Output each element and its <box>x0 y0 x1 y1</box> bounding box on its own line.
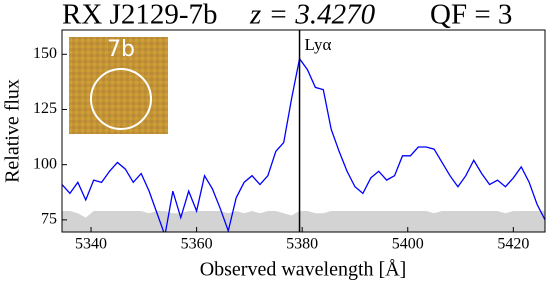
aperture-circle <box>90 68 152 130</box>
inset-label: 7b <box>107 37 135 62</box>
x-tick-label: 5380 <box>286 236 318 253</box>
chart-subtitle: z = 3.4270 <box>249 0 376 31</box>
x-axis-label: Observed wavelength [Å] <box>200 259 407 281</box>
axes-frame <box>61 29 546 233</box>
y-axis-label: Relative flux <box>2 79 24 183</box>
x-tick-label: 5420 <box>497 236 529 253</box>
x-tick-label: 5360 <box>181 236 213 253</box>
x-tick-label: 5340 <box>75 236 107 253</box>
y-tick-label: 100 <box>33 155 57 172</box>
inset-photo <box>69 37 168 134</box>
y-tick-label: 150 <box>33 45 57 62</box>
inset-image: 7b <box>69 37 168 134</box>
annotation: QF = 3 <box>430 0 512 31</box>
y-tick-label: 125 <box>33 100 57 117</box>
plot-area <box>62 57 545 232</box>
noise-area <box>62 211 545 232</box>
flux-line <box>62 57 545 232</box>
chart-title: RX J2129-7b <box>62 0 217 31</box>
y-tick-label: 75 <box>41 211 57 228</box>
x-tick-label: 5400 <box>392 236 424 253</box>
lya-label: Lyα <box>305 35 332 54</box>
